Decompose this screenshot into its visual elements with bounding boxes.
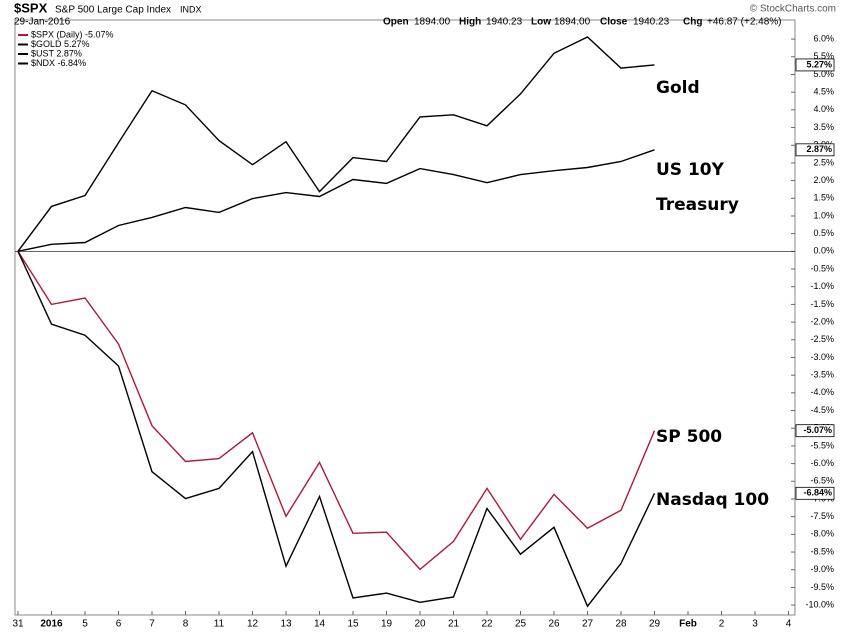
y-tick-label: -2.5% <box>810 334 834 344</box>
end-label: 2.87% <box>806 144 832 154</box>
x-tick-label: 28 <box>615 619 627 630</box>
y-tick-label: -0.5% <box>810 263 834 273</box>
x-tick-label: 13 <box>280 619 292 630</box>
legend-label: $UST 2.87% <box>31 48 82 58</box>
x-tick-label: 2016 <box>40 619 63 630</box>
series-line <box>17 250 656 571</box>
x-tick-label: 5 <box>82 619 88 630</box>
x-tick-label: Feb <box>679 619 697 630</box>
y-tick-label: -8.0% <box>810 529 834 539</box>
x-tick-label: 27 <box>582 619 594 630</box>
end-label: -6.84% <box>803 488 832 498</box>
y-tick-label: 2.0% <box>813 175 834 185</box>
y-tick-label: -4.5% <box>810 405 834 415</box>
x-tick-label: 19 <box>381 619 393 630</box>
x-tick-label: 25 <box>515 619 527 630</box>
y-tick-label: 2.5% <box>813 157 834 167</box>
credit: © StockCharts.com <box>750 4 836 15</box>
y-tick-label: 4.5% <box>813 87 834 97</box>
legend-label: $SPX (Daily) -5.07% <box>31 29 114 39</box>
index-name: S&P 500 Large Cap Index <box>55 5 171 16</box>
symbol: $SPX <box>14 0 48 15</box>
close-label: Close <box>600 17 628 28</box>
y-tick-label: -9.0% <box>810 564 834 574</box>
high-label: High <box>459 17 481 28</box>
x-tick-label: 26 <box>548 619 560 630</box>
legend-label: $GOLD 5.27% <box>31 39 90 49</box>
x-tick-label: 6 <box>116 619 122 630</box>
x-tick-label: 20 <box>414 619 426 630</box>
y-tick-label: 5.0% <box>813 69 834 79</box>
x-tick-label: 12 <box>247 619 259 630</box>
end-label-box <box>795 58 835 72</box>
chg-label: Chg <box>683 17 702 28</box>
y-tick-label: -2.0% <box>810 316 834 326</box>
series-line <box>17 251 656 608</box>
series-line <box>17 149 655 252</box>
y-tick-label: -3.5% <box>810 370 834 380</box>
x-tick-label: 3 <box>752 619 758 630</box>
x-tick-label: 11 <box>214 619 225 630</box>
chg: +46.87 (+2.48%) <box>707 17 782 28</box>
series-line <box>17 36 655 252</box>
annotation: SP 500 <box>656 427 722 447</box>
y-tick-label: -5.5% <box>810 440 834 450</box>
y-tick-label: -7.5% <box>810 511 834 521</box>
y-tick-label: 0.0% <box>813 246 834 256</box>
y-tick-label: 0.5% <box>813 228 834 238</box>
plot-frame <box>14 19 796 616</box>
annotation: Nasdaq 100 <box>656 490 769 510</box>
y-tick-label: -1.5% <box>810 299 834 309</box>
x-tick-label: 14 <box>314 619 326 630</box>
annotation: Treasury <box>656 195 739 215</box>
y-tick-label: -10.0% <box>805 599 834 609</box>
x-tick-label: 4 <box>786 619 792 630</box>
end-label-box <box>795 143 835 157</box>
close: 1940.23 <box>633 17 670 28</box>
x-tick-label: 31 <box>12 619 24 630</box>
y-tick-label: 1.5% <box>813 193 834 203</box>
annotation: US 10Y <box>656 160 725 180</box>
y-tick-label: 5.5% <box>813 51 834 61</box>
x-tick-label: 21 <box>448 619 460 630</box>
exchange: INDX <box>180 4 202 14</box>
legend-label: $NDX -6.84% <box>31 58 86 68</box>
y-tick-label: -1.0% <box>810 281 834 291</box>
date: 29-Jan-2016 <box>14 17 71 28</box>
x-tick-label: 8 <box>183 619 189 630</box>
y-tick-label: -6.5% <box>810 476 834 486</box>
open-label: Open <box>383 17 409 28</box>
y-tick-label: 1.0% <box>813 210 834 220</box>
x-tick-label: 15 <box>347 619 359 630</box>
x-tick-label: 29 <box>649 619 661 630</box>
y-tick-label: 4.0% <box>813 104 834 114</box>
end-label: 5.27% <box>806 59 832 69</box>
y-tick-label: -3.0% <box>810 352 834 362</box>
y-tick-label: -8.5% <box>810 546 834 556</box>
y-tick-label: -6.0% <box>810 458 834 468</box>
end-label-box <box>795 424 835 438</box>
high: 1940.23 <box>486 17 523 28</box>
y-tick-label: -4.0% <box>810 387 834 397</box>
y-tick-label: -9.5% <box>810 582 834 592</box>
low-label: Low <box>531 17 551 28</box>
end-label-box <box>795 486 835 500</box>
annotation: Gold <box>656 78 700 98</box>
y-tick-label: 6.0% <box>813 33 834 43</box>
low: 1894.00 <box>554 17 591 28</box>
end-label: -5.07% <box>803 425 832 435</box>
x-tick-label: 2 <box>719 619 725 630</box>
open: 1894.00 <box>414 17 451 28</box>
x-tick-label: 22 <box>481 619 493 630</box>
y-tick-label: 3.5% <box>813 122 834 132</box>
x-tick-label: 7 <box>149 619 155 630</box>
